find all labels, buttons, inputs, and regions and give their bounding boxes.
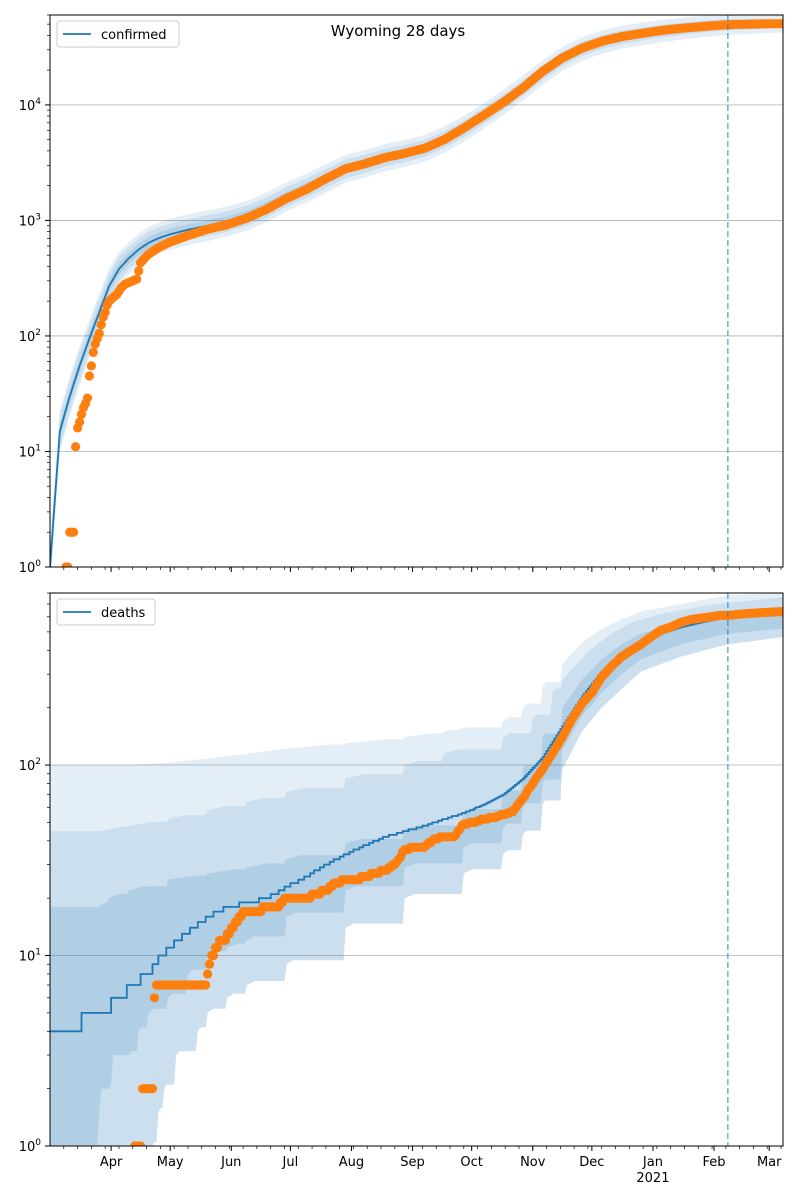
- deaths-band-inner: [50, 608, 783, 1146]
- figure-title: Wyoming 28 days: [331, 22, 466, 40]
- confirmed-observed-point: [63, 562, 73, 567]
- x-tick-label: Apr: [100, 1155, 123, 1170]
- confirmed-y-tick-label: 104: [19, 97, 42, 114]
- deaths-y-tick-label: 100: [19, 1138, 42, 1155]
- confirmed-observed-point: [84, 371, 94, 381]
- deaths-observed-point: [203, 969, 213, 979]
- confirmed-observed-point: [82, 393, 92, 403]
- confirmed-observed-point: [75, 417, 85, 427]
- x-tick-label: Aug: [339, 1155, 364, 1170]
- deaths-observed-point: [147, 1084, 158, 1094]
- deaths-observed-point: [149, 993, 159, 1003]
- confirmed-observed-point: [88, 347, 98, 357]
- confirmed-y-tick-label: 102: [19, 328, 41, 345]
- deaths-observed-points: [130, 606, 783, 1146]
- deaths-observed-point: [201, 980, 211, 990]
- deaths-legend-label: deaths: [101, 606, 146, 621]
- confirmed-legend-box: [56, 20, 180, 48]
- deaths-observed-point: [208, 950, 219, 961]
- x-tick-label: Feb: [703, 1155, 726, 1170]
- confirmed-observed-point: [94, 328, 104, 339]
- deaths-observed-point: [778, 606, 783, 617]
- deaths-legend: deaths: [56, 598, 156, 626]
- confirmed-y-tick-label: 103: [19, 212, 41, 229]
- confirmed-panel: 100 101 102 103 104 confirmed: [19, 14, 784, 576]
- x-tick-label: Oct: [460, 1155, 482, 1170]
- deaths-band-outermost: [50, 593, 783, 1146]
- x-tick-label: Jun: [220, 1155, 241, 1170]
- confirmed-observed-point: [71, 442, 81, 452]
- x-tick-label: Dec: [579, 1155, 604, 1170]
- deaths-observed-point: [205, 959, 215, 969]
- confirmed-legend-label: confirmed: [101, 28, 167, 43]
- deaths-plot-area: [50, 593, 783, 1146]
- confirmed-observed-point: [132, 274, 142, 284]
- deaths-observed-point: [136, 1141, 146, 1146]
- confirmed-axes-frame: [49, 14, 784, 568]
- confirmed-legend: confirmed: [56, 20, 180, 48]
- x-tick-label: May: [157, 1155, 184, 1170]
- deaths-y-tick-label: 101: [19, 948, 41, 965]
- confirmed-observed-point: [86, 361, 96, 371]
- x-tick-label: Sep: [400, 1155, 425, 1170]
- confirmed-observed-point: [134, 266, 144, 276]
- confirmed-y-tick-label: 101: [19, 443, 41, 460]
- confirmed-observed-point: [100, 307, 110, 317]
- x-tick-label: Nov: [520, 1155, 546, 1170]
- deaths-panel: 100 101 102 Apr May Jun Jul Aug Sep Oct Nov Dec Jan F…: [19, 592, 784, 1186]
- x-tick-label: Mar: [757, 1155, 782, 1170]
- deaths-observed-point: [212, 943, 223, 953]
- deaths-model-line: [50, 610, 783, 1033]
- confirmed-observed-points: [61, 19, 783, 567]
- confirmed-observed-point: [69, 527, 79, 537]
- deaths-y-tick-label: 102: [19, 757, 41, 774]
- confirmed-y-tick-label: 100: [19, 559, 42, 576]
- x-tick-label: Jan: [642, 1155, 663, 1170]
- x-year-label: 2021: [636, 1171, 669, 1186]
- confirmed-observed-point: [778, 19, 783, 29]
- confirmed-observed-point: [96, 320, 106, 330]
- x-tick-label: Jul: [282, 1155, 299, 1170]
- deaths-legend-box: [56, 598, 156, 626]
- deaths-band-outer: [50, 597, 783, 1146]
- confirmed-plot-area: [50, 15, 783, 567]
- deaths-axes-frame: [49, 592, 784, 1147]
